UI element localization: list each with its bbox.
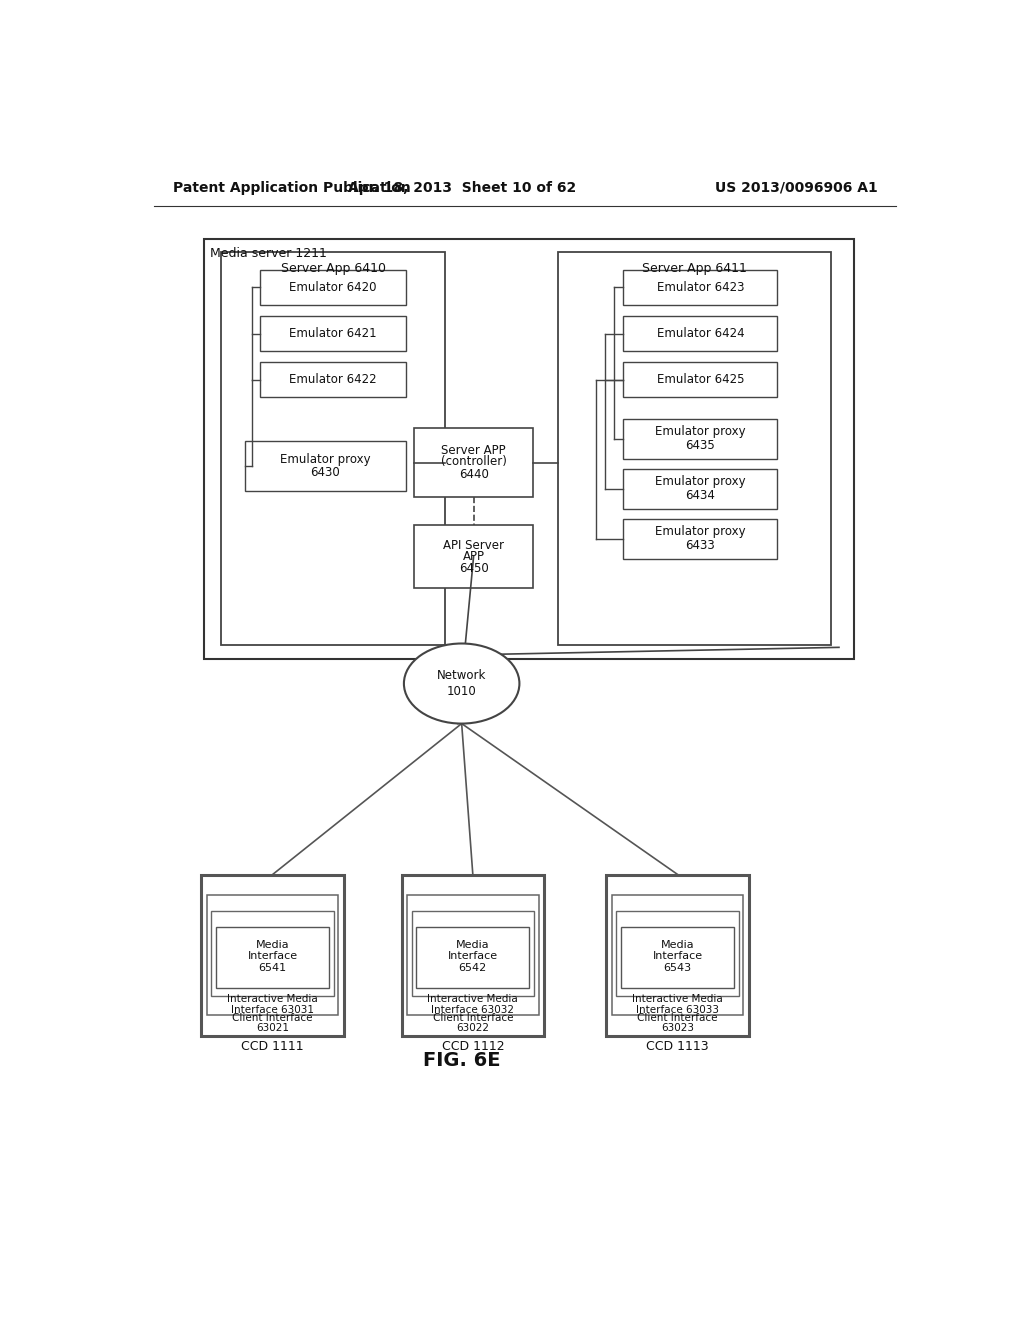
- Text: Interface 63031: Interface 63031: [231, 1005, 314, 1015]
- Bar: [624, 271, 777, 305]
- Text: Interactive Media: Interactive Media: [227, 994, 318, 1005]
- Text: CCD 1112: CCD 1112: [441, 1040, 504, 1053]
- Text: Emulator 6423: Emulator 6423: [656, 281, 744, 294]
- Text: Apr. 18, 2013  Sheet 10 of 62: Apr. 18, 2013 Sheet 10 of 62: [347, 181, 575, 194]
- Text: US 2013/0096906 A1: US 2013/0096906 A1: [715, 181, 878, 194]
- Text: Interface: Interface: [248, 952, 298, 961]
- Bar: [558, 252, 831, 645]
- Bar: [401, 875, 544, 1036]
- Text: CCD 1113: CCD 1113: [646, 1040, 709, 1053]
- Text: 6541: 6541: [259, 964, 287, 973]
- Text: Media server 1211: Media server 1211: [210, 247, 327, 260]
- Bar: [624, 519, 777, 558]
- Text: 63022: 63022: [457, 1023, 489, 1032]
- Text: Interface: Interface: [652, 952, 702, 961]
- Bar: [412, 911, 535, 997]
- Text: 1010: 1010: [446, 685, 476, 698]
- Bar: [616, 911, 739, 997]
- Text: 6450: 6450: [459, 561, 488, 574]
- Bar: [416, 927, 529, 989]
- Bar: [260, 317, 407, 351]
- Text: 6433: 6433: [685, 539, 715, 552]
- Text: Emulator proxy: Emulator proxy: [655, 425, 745, 438]
- Bar: [216, 927, 330, 989]
- Text: Emulator proxy: Emulator proxy: [280, 453, 371, 466]
- Text: API Server: API Server: [443, 539, 504, 552]
- Bar: [414, 428, 534, 498]
- Text: (controller): (controller): [440, 455, 507, 469]
- Text: Emulator 6424: Emulator 6424: [656, 327, 744, 341]
- Text: Interface: Interface: [447, 952, 498, 961]
- Ellipse shape: [403, 644, 519, 723]
- Text: Network: Network: [437, 669, 486, 682]
- Text: Interactive Media: Interactive Media: [427, 994, 518, 1005]
- Bar: [624, 418, 777, 459]
- Text: Media: Media: [456, 940, 489, 950]
- Bar: [611, 895, 743, 1015]
- Text: 6440: 6440: [459, 467, 488, 480]
- Bar: [260, 363, 407, 397]
- Text: 6435: 6435: [685, 440, 715, 453]
- Text: Server App 6411: Server App 6411: [642, 263, 748, 276]
- Bar: [260, 271, 407, 305]
- Text: CCD 1111: CCD 1111: [242, 1040, 304, 1053]
- Bar: [207, 895, 339, 1015]
- Text: Interactive Media: Interactive Media: [632, 994, 723, 1005]
- Bar: [624, 363, 777, 397]
- Text: Interface 63032: Interface 63032: [431, 1005, 514, 1015]
- Text: Media: Media: [256, 940, 290, 950]
- Bar: [624, 317, 777, 351]
- Text: 63021: 63021: [256, 1023, 289, 1032]
- Bar: [221, 252, 444, 645]
- Text: Server APP: Server APP: [441, 444, 506, 457]
- Text: Emulator 6421: Emulator 6421: [289, 327, 377, 341]
- Text: Interface 63033: Interface 63033: [636, 1005, 719, 1015]
- Bar: [202, 875, 344, 1036]
- Bar: [606, 875, 749, 1036]
- Text: Client Interface: Client Interface: [432, 1012, 513, 1023]
- Bar: [407, 895, 539, 1015]
- Text: Emulator 6420: Emulator 6420: [290, 281, 377, 294]
- Text: 6430: 6430: [310, 466, 340, 479]
- Text: FIG. 6E: FIG. 6E: [423, 1051, 501, 1071]
- Bar: [245, 441, 407, 491]
- Text: APP: APP: [463, 550, 484, 564]
- Text: 63023: 63023: [662, 1023, 694, 1032]
- Text: Emulator proxy: Emulator proxy: [655, 525, 745, 539]
- Text: Emulator 6425: Emulator 6425: [656, 374, 744, 387]
- Text: 6434: 6434: [685, 490, 716, 502]
- Text: Client Interface: Client Interface: [232, 1012, 313, 1023]
- Text: Media: Media: [660, 940, 694, 950]
- Text: Emulator proxy: Emulator proxy: [655, 475, 745, 488]
- Text: 6543: 6543: [664, 964, 691, 973]
- Bar: [621, 927, 734, 989]
- Text: 6542: 6542: [459, 964, 487, 973]
- Text: Server App 6410: Server App 6410: [281, 263, 386, 276]
- Bar: [624, 469, 777, 508]
- Text: Client Interface: Client Interface: [637, 1012, 718, 1023]
- Text: Patent Application Publication: Patent Application Publication: [173, 181, 411, 194]
- Bar: [414, 525, 534, 589]
- Text: Emulator 6422: Emulator 6422: [289, 374, 377, 387]
- Bar: [204, 239, 854, 659]
- Bar: [211, 911, 334, 997]
